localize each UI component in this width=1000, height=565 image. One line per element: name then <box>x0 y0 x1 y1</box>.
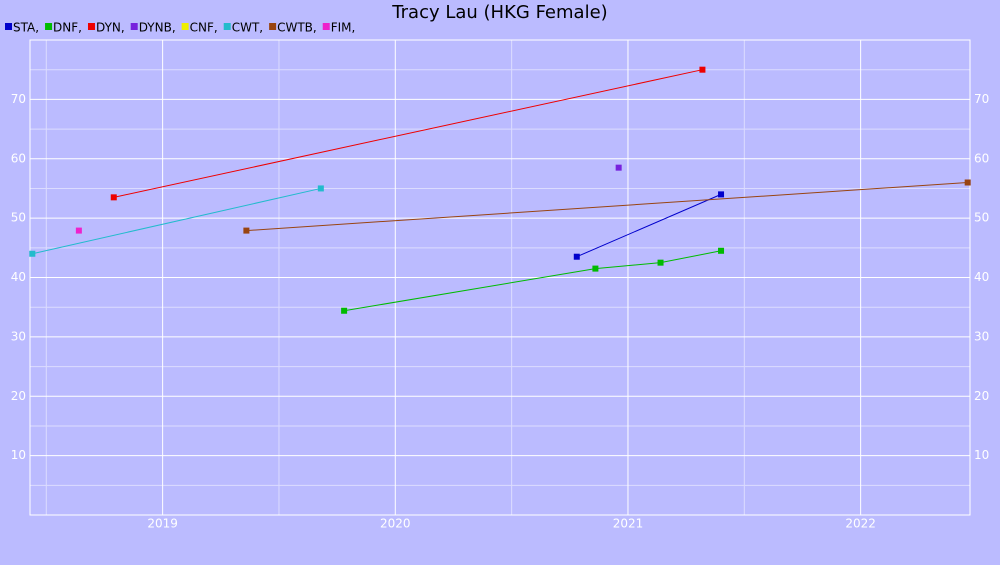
x-tick-label: 2020 <box>380 517 411 531</box>
legend-swatch <box>223 23 231 30</box>
data-point <box>718 247 725 254</box>
legend-swatch <box>5 23 12 30</box>
legend-swatch <box>45 23 53 30</box>
legend-label: STA, <box>13 21 39 35</box>
y2-tick-label: 60 <box>974 151 989 165</box>
legend-label: CWT, <box>232 21 263 35</box>
legend-label: DYNB, <box>139 21 176 35</box>
y2-tick-label: 30 <box>974 329 989 343</box>
y2-tick-label: 50 <box>974 211 989 225</box>
legend-swatch <box>269 23 277 30</box>
data-point <box>699 66 706 73</box>
data-point <box>75 227 82 234</box>
data-point <box>592 265 599 272</box>
data-point <box>29 250 36 257</box>
x-tick-label: 2021 <box>613 517 644 531</box>
series-line <box>246 182 968 232</box>
series-line <box>576 193 722 258</box>
y2-tick-label: 20 <box>974 389 989 403</box>
legend-swatch <box>130 23 138 30</box>
data-point <box>657 259 664 266</box>
legend-label: CWTB, <box>277 21 317 35</box>
data-point <box>110 194 117 201</box>
series-line <box>113 69 703 198</box>
y2-tick-label: 70 <box>974 92 989 106</box>
y-tick-label: 40 <box>11 270 26 284</box>
data-point <box>615 164 622 171</box>
y-tick-label: 60 <box>11 151 26 165</box>
data-point <box>573 253 580 260</box>
y2-tick-label: 10 <box>974 448 989 462</box>
y-tick-label: 70 <box>11 92 26 106</box>
legend-swatch <box>181 23 189 30</box>
data-point <box>317 185 324 192</box>
legend-label: DYN, <box>96 21 125 35</box>
y-tick-label: 20 <box>11 389 26 403</box>
legend-swatch <box>87 23 95 30</box>
y2-tick-label: 40 <box>974 270 989 284</box>
y-tick-label: 30 <box>11 329 26 343</box>
x-tick-label: 2022 <box>845 517 876 531</box>
data-point <box>341 307 348 314</box>
series-line <box>32 187 321 255</box>
data-point <box>964 179 971 186</box>
legend-label: DNF, <box>53 21 82 35</box>
legend-label: CNF, <box>190 21 218 35</box>
series-line <box>344 250 722 312</box>
y-tick-label: 10 <box>11 448 26 462</box>
data-point <box>243 227 250 234</box>
legend-swatch <box>322 23 330 30</box>
data-point <box>718 191 725 198</box>
plot-border <box>29 39 971 516</box>
legend-label: FIM, <box>331 21 356 35</box>
x-tick-label: 2019 <box>147 517 178 531</box>
chart-title: Tracy Lau (HKG Female) <box>391 2 607 23</box>
y-tick-label: 50 <box>11 211 26 225</box>
